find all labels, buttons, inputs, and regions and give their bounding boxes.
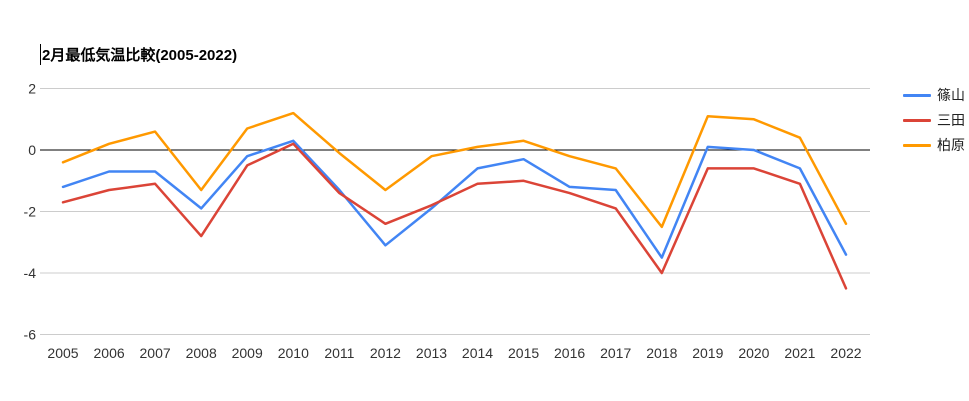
x-tick-label: 2006: [94, 345, 125, 361]
x-tick-label: 2013: [416, 345, 447, 361]
x-tick-label: 2021: [784, 345, 815, 361]
x-tick-label: 2012: [370, 345, 401, 361]
y-tick-label: -2: [24, 204, 37, 220]
series-line-篠山: [61, 139, 848, 259]
x-tick-label: 2009: [232, 345, 263, 361]
x-tick-label: 2008: [186, 345, 217, 361]
series-line-三田: [61, 142, 848, 290]
legend-item-sasayama: 篠山: [903, 86, 965, 104]
y-tick-label: -4: [24, 265, 37, 281]
y-tick-label: 2: [28, 81, 36, 97]
y-tick-label: -6: [24, 327, 37, 343]
y-tick-label: 0: [28, 142, 36, 158]
x-tick-label: 2005: [47, 345, 78, 361]
legend-item-sanda: 三田: [903, 111, 965, 129]
legend-label: 篠山: [937, 87, 965, 103]
legend-line-swatch: [903, 143, 931, 147]
chart-title: 2月最低気温比較(2005-2022): [40, 44, 237, 65]
series-line-柏原: [61, 111, 848, 229]
legend-line-swatch: [903, 118, 931, 122]
legend-line-swatch: [903, 93, 931, 97]
legend-label: 柏原: [937, 137, 965, 153]
chart-title-text: 2月最低気温比較(2005-2022): [42, 47, 238, 64]
x-tick-label: 2017: [600, 345, 631, 361]
legend-item-kaibara: 柏原: [903, 136, 965, 154]
x-tick-label: 2020: [738, 345, 769, 361]
x-tick-label: 2010: [278, 345, 309, 361]
x-tick-label: 2007: [140, 345, 171, 361]
x-tick-label: 2016: [554, 345, 585, 361]
text-cursor: [40, 44, 41, 65]
chart-legend: 篠山 三田 柏原: [903, 86, 965, 154]
legend-label: 三田: [937, 112, 965, 128]
x-tick-label: 2022: [830, 345, 861, 361]
x-tick-label: 2019: [692, 345, 723, 361]
x-tick-label: 2011: [324, 345, 354, 361]
x-tick-label: 2014: [462, 345, 493, 361]
x-tick-label: 2018: [646, 345, 677, 361]
x-tick-label: 2015: [508, 345, 539, 361]
